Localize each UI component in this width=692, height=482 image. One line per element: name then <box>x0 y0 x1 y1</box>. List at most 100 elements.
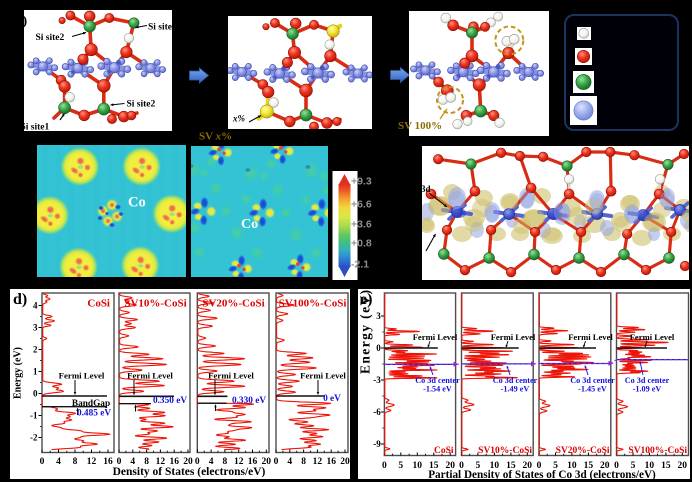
svg-text:0: 0 <box>40 457 45 467</box>
svg-text:Co 3d center: Co 3d center <box>570 376 615 385</box>
svg-text:Energy (eV): Energy (eV) <box>13 347 24 399</box>
svg-text:1: 1 <box>33 367 38 377</box>
svg-text:10: 10 <box>645 461 655 471</box>
svg-text:0: 0 <box>33 389 38 399</box>
svg-text:0.485 eV: 0.485 eV <box>77 408 111 418</box>
svg-text:3: 3 <box>33 323 38 333</box>
svg-text:CoSi: CoSi <box>434 446 454 456</box>
svg-text:Fermi Level: Fermi Level <box>208 371 254 381</box>
svg-text:Fermi Level: Fermi Level <box>59 371 105 381</box>
svg-text:16: 16 <box>326 457 336 467</box>
svg-text:20: 20 <box>523 461 533 471</box>
svg-text:4: 4 <box>287 457 292 467</box>
svg-text:Si site2: Si site2 <box>36 33 65 43</box>
svg-text:4: 4 <box>33 301 38 311</box>
svg-text:20: 20 <box>262 457 272 467</box>
svg-text:15: 15 <box>584 461 594 471</box>
svg-text:-2: -2 <box>30 433 38 443</box>
svg-text:15: 15 <box>506 461 516 471</box>
svg-text:0.330 eV: 0.330 eV <box>232 396 266 406</box>
svg-text:2: 2 <box>33 345 38 355</box>
svg-text:e): e) <box>360 291 372 308</box>
svg-text:15: 15 <box>429 461 439 471</box>
svg-text:0.350 eV: 0.350 eV <box>153 396 187 406</box>
svg-text:+6.6: +6.6 <box>351 199 372 211</box>
svg-text:Partial Density of States of C: Partial Density of States of Co 3d (elec… <box>428 469 656 481</box>
svg-text:Fermi Level: Fermi Level <box>127 371 173 381</box>
svg-text:Si site: Si site <box>148 23 172 33</box>
svg-text:x%: x% <box>232 114 246 124</box>
svg-text:0: 0 <box>117 457 122 467</box>
svg-text:0: 0 <box>537 461 542 471</box>
svg-text:Co: Co <box>128 195 146 211</box>
svg-text:Si site1: Si site1 <box>21 123 50 133</box>
svg-text:Co 3d center: Co 3d center <box>415 376 460 385</box>
svg-text:+0.8: +0.8 <box>351 238 372 250</box>
svg-text:-1.54 eV: -1.54 eV <box>423 385 452 394</box>
svg-text:10: 10 <box>413 461 423 471</box>
svg-text:0: 0 <box>459 461 464 471</box>
svg-text:SV20%-CoSi: SV20%-CoSi <box>202 298 264 310</box>
svg-text:-1.09 eV: -1.09 eV <box>633 385 662 394</box>
svg-text:+9.3: +9.3 <box>351 176 372 188</box>
svg-text:Density of States (electrons/e: Density of States (electrons/eV) <box>113 466 266 478</box>
svg-text:5: 5 <box>398 461 403 471</box>
svg-text:12: 12 <box>234 457 244 467</box>
svg-text:Co: Co <box>241 217 258 232</box>
svg-text:10: 10 <box>490 461 500 471</box>
svg-text:-1.49 eV: -1.49 eV <box>501 385 530 394</box>
svg-text:12: 12 <box>156 457 166 467</box>
svg-text:5: 5 <box>631 461 636 471</box>
svg-text:0 eV: 0 eV <box>323 394 341 404</box>
svg-text:): ) <box>23 14 28 29</box>
svg-text:-6: -6 <box>373 407 381 417</box>
svg-text:8: 8 <box>301 457 306 467</box>
svg-text:16: 16 <box>103 457 113 467</box>
svg-text:4: 4 <box>209 457 214 467</box>
svg-text:0: 0 <box>376 343 381 353</box>
svg-text:BandGap: BandGap <box>72 399 110 409</box>
svg-text:20: 20 <box>600 461 610 471</box>
svg-text:20: 20 <box>445 461 455 471</box>
svg-text:-1: -1 <box>30 411 38 421</box>
svg-text:SV 100%: SV 100% <box>398 120 442 132</box>
svg-text:0: 0 <box>274 457 279 467</box>
svg-text:20: 20 <box>678 461 688 471</box>
svg-text:4: 4 <box>56 457 61 467</box>
svg-text:0: 0 <box>382 461 387 471</box>
svg-text:SV10%-CoSi: SV10%-CoSi <box>478 446 532 456</box>
svg-text:SV20%-CoSi: SV20%-CoSi <box>556 446 610 456</box>
svg-text:-2.1: -2.1 <box>351 259 369 271</box>
svg-text:3d: 3d <box>421 184 431 194</box>
svg-text:8: 8 <box>144 457 149 467</box>
svg-text:5: 5 <box>476 461 481 471</box>
svg-text:3: 3 <box>376 311 381 321</box>
svg-text:5: 5 <box>553 461 558 471</box>
svg-text:0: 0 <box>195 457 200 467</box>
svg-text:+3.6: +3.6 <box>351 219 372 231</box>
svg-text:20: 20 <box>340 457 350 467</box>
svg-text:Fermi Level: Fermi Level <box>491 332 536 342</box>
svg-text:0: 0 <box>614 461 619 471</box>
svg-text:15: 15 <box>661 461 671 471</box>
svg-text:SV100%-CoSi: SV100%-CoSi <box>628 446 687 456</box>
svg-text:-3: -3 <box>373 375 381 385</box>
svg-text:SV100%-CoSi: SV100%-CoSi <box>279 298 347 310</box>
svg-text:12: 12 <box>87 457 97 467</box>
svg-text:Fermi Level: Fermi Level <box>630 332 675 342</box>
svg-text:8: 8 <box>223 457 228 467</box>
svg-text:CoSi: CoSi <box>87 298 110 310</box>
svg-text:12: 12 <box>313 457 323 467</box>
svg-text:Fermi Level: Fermi Level <box>413 332 458 342</box>
svg-text:Si site2: Si site2 <box>127 100 156 110</box>
svg-text:d): d) <box>13 291 27 308</box>
svg-text:Fermi Level: Fermi Level <box>300 371 346 381</box>
svg-text:20: 20 <box>183 457 193 467</box>
svg-text:SV10%-CoSi: SV10%-CoSi <box>124 298 186 310</box>
svg-text:-1.45 eV: -1.45 eV <box>578 385 607 394</box>
svg-text:16: 16 <box>248 457 258 467</box>
svg-text:Energy (eV): Energy (eV) <box>358 288 373 374</box>
svg-text:SV x%: SV x% <box>199 131 232 143</box>
svg-text:10: 10 <box>567 461 577 471</box>
svg-text:Co 3d center: Co 3d center <box>625 376 670 385</box>
